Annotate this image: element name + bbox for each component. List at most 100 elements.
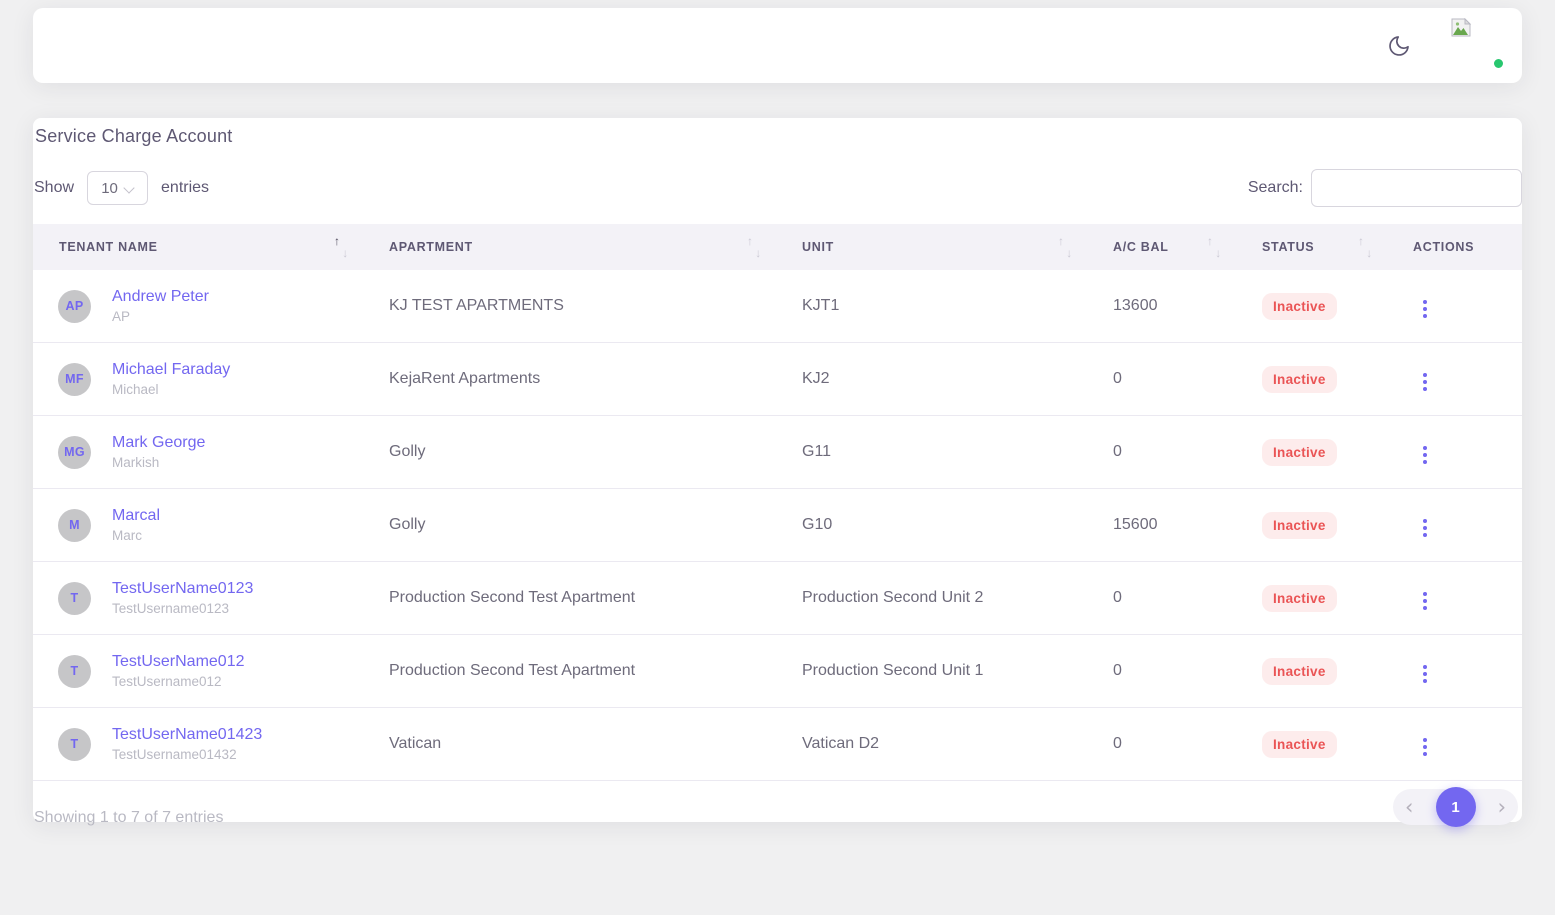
column-header-status[interactable]: STATUS ↑ ↓: [1262, 224, 1413, 270]
row-actions-menu-icon[interactable]: [1417, 296, 1433, 322]
table-footer: Showing 1 to 7 of 7 entries ‹ 1 ›: [33, 781, 1522, 827]
sort-arrows-icon: ↑ ↓: [747, 234, 762, 260]
actions-cell: [1413, 510, 1522, 541]
service-charge-card: Service Charge Account Show 10 entries S…: [33, 118, 1522, 827]
tenant-cell: AP Andrew Peter AP: [33, 288, 389, 324]
tenant-cell: M Marcal Marc: [33, 507, 389, 543]
unit-cell: G11: [802, 443, 832, 460]
apartment-cell: Vatican: [389, 735, 442, 752]
balance-cell: 13600: [1113, 297, 1158, 314]
table-row: T TestUserName01423 TestUsername01432 Va…: [33, 708, 1522, 781]
balance-cell: 0: [1113, 589, 1122, 606]
row-actions-menu-icon[interactable]: [1417, 515, 1433, 541]
tenant-cell: T TestUserName012 TestUsername012: [33, 653, 389, 689]
tenant-name-link[interactable]: TestUserName012: [112, 653, 245, 670]
table-row: MG Mark George Markish Golly G11 0 Inact…: [33, 416, 1522, 489]
status-badge: Inactive: [1262, 730, 1337, 758]
tenant-username: AP: [112, 309, 131, 324]
row-actions-menu-icon[interactable]: [1417, 369, 1433, 395]
column-header-ac-bal[interactable]: A/C BAL ↑ ↓: [1113, 224, 1262, 270]
search-input[interactable]: [1311, 169, 1522, 207]
actions-cell: [1413, 729, 1522, 760]
unit-cell: Vatican D2: [802, 735, 880, 752]
unit-cell: Production Second Unit 1: [802, 662, 984, 679]
sort-arrows-icon: ↑ ↓: [1058, 234, 1073, 260]
actions-cell: [1413, 437, 1522, 468]
row-actions-menu-icon[interactable]: [1417, 734, 1433, 760]
tenant-avatar: M: [58, 508, 91, 542]
tenant-username: Markish: [112, 455, 160, 470]
chevron-left-icon[interactable]: ‹: [1405, 794, 1414, 819]
apartment-cell: Golly: [389, 443, 426, 460]
tenant-avatar: MG: [58, 435, 91, 469]
column-header-apartment[interactable]: APARTMENT ↑ ↓: [389, 224, 802, 270]
unit-cell: KJ2: [802, 370, 830, 387]
tenant-name-link[interactable]: Michael Faraday: [112, 361, 231, 378]
tenant-name-link[interactable]: Marcal: [112, 507, 161, 524]
tenant-username: TestUsername0123: [112, 601, 230, 616]
column-header-unit[interactable]: UNIT ↑ ↓: [802, 224, 1113, 270]
tenant-username: Michael: [112, 382, 159, 397]
column-label: UNIT: [802, 240, 834, 254]
tenant-name-link[interactable]: TestUserName0123: [112, 580, 254, 597]
broken-image-icon: [1451, 17, 1472, 36]
status-badge: Inactive: [1262, 657, 1337, 685]
entries-summary: Showing 1 to 7 of 7 entries: [34, 809, 224, 826]
column-header-actions: ACTIONS: [1413, 224, 1522, 270]
status-cell: Inactive: [1262, 438, 1413, 466]
apartment-cell: KJ TEST APARTMENTS: [389, 297, 564, 314]
status-cell: Inactive: [1262, 292, 1413, 320]
row-actions-menu-icon[interactable]: [1417, 442, 1433, 468]
status-cell: Inactive: [1262, 584, 1413, 612]
status-badge: Inactive: [1262, 511, 1337, 539]
page-size-select[interactable]: 10: [87, 171, 149, 205]
tenant-name-link[interactable]: Andrew Peter: [112, 288, 209, 305]
tenant-name-link[interactable]: TestUserName01423: [112, 726, 263, 743]
actions-cell: [1413, 583, 1522, 614]
search-control: Search:: [1248, 169, 1522, 207]
search-label: Search:: [1247, 179, 1303, 196]
balance-cell: 0: [1113, 443, 1122, 460]
balance-cell: 0: [1113, 662, 1122, 679]
column-header-tenant-name[interactable]: TENANT NAME ↑ ↓: [33, 224, 389, 270]
dark-mode-toggle[interactable]: [1386, 33, 1412, 59]
table-row: M Marcal Marc Golly G10 15600 Inactive: [33, 489, 1522, 562]
tenant-avatar: T: [58, 581, 91, 615]
table-row: AP Andrew Peter AP KJ TEST APARTMENTS KJ…: [33, 270, 1522, 343]
status-badge: Inactive: [1262, 438, 1337, 466]
page-title: Service Charge Account: [35, 126, 233, 146]
balance-cell: 0: [1113, 735, 1122, 752]
status-cell: Inactive: [1262, 511, 1413, 539]
table-controls: Show 10 entries Search:: [33, 169, 1522, 207]
tenant-avatar: T: [58, 654, 91, 688]
top-navbar: [33, 8, 1522, 83]
tenant-cell: T TestUserName01423 TestUsername01432: [33, 726, 389, 762]
tenant-cell: T TestUserName0123 TestUsername0123: [33, 580, 389, 616]
tenant-cell: MF Michael Faraday Michael: [33, 361, 389, 397]
online-status-dot: [1492, 56, 1505, 70]
column-label: TENANT NAME: [59, 240, 158, 254]
tenant-name-link[interactable]: Mark George: [112, 434, 206, 451]
row-actions-menu-icon[interactable]: [1417, 588, 1433, 614]
row-actions-menu-icon[interactable]: [1417, 661, 1433, 687]
table-body: AP Andrew Peter AP KJ TEST APARTMENTS KJ…: [33, 270, 1522, 781]
page-size-value: 10: [101, 179, 118, 197]
chevron-right-icon[interactable]: ›: [1497, 794, 1506, 819]
actions-cell: [1413, 291, 1522, 322]
entries-label: entries: [161, 179, 210, 196]
table-row: MF Michael Faraday Michael KejaRent Apar…: [33, 343, 1522, 416]
tenant-cell: MG Mark George Markish: [33, 434, 389, 470]
table-row: T TestUserName012 TestUsername012 Produc…: [33, 635, 1522, 708]
unit-cell: KJT1: [802, 297, 840, 314]
column-label: ACTIONS: [1413, 240, 1475, 254]
pagination-page-button[interactable]: 1: [1435, 787, 1476, 827]
column-label: STATUS: [1262, 240, 1315, 254]
balance-cell: 0: [1113, 370, 1122, 387]
status-cell: Inactive: [1262, 657, 1413, 685]
status-badge: Inactive: [1262, 365, 1337, 393]
user-avatar[interactable]: [1451, 17, 1505, 71]
tenant-avatar: MF: [58, 362, 91, 396]
moon-icon: [1389, 35, 1409, 56]
table-header-row: TENANT NAME ↑ ↓ APARTMENT ↑ ↓ UNIT ↑ ↓ A/C …: [33, 224, 1522, 270]
chevron-down-icon: [125, 182, 134, 191]
